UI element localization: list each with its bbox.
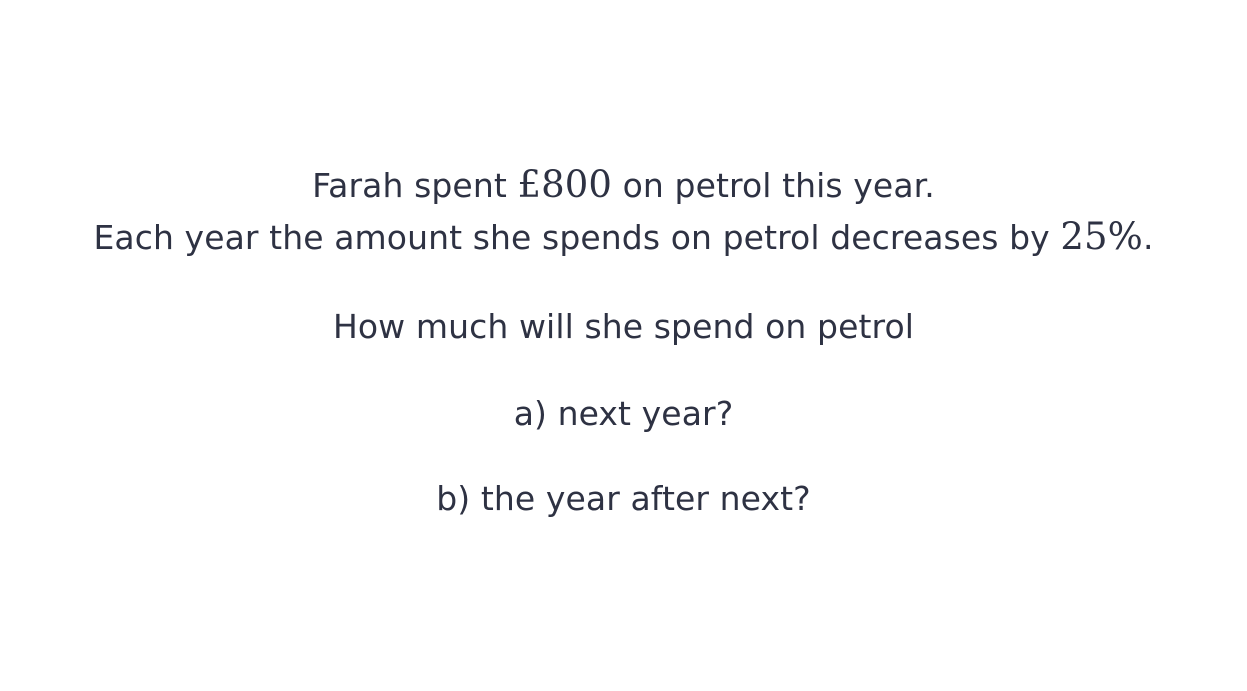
line1-text-after: on petrol this year. bbox=[612, 166, 935, 205]
amount-math: £800 bbox=[517, 163, 613, 206]
line2-text-after: . bbox=[1142, 218, 1154, 257]
percentage-math: 25% bbox=[1060, 215, 1143, 258]
question-part-b: b) the year after next? bbox=[436, 479, 811, 518]
question-prompt: How much will she spend on petrol bbox=[332, 307, 915, 346]
question-line-spent: Farah spent £800 on petrol this year. bbox=[0, 165, 1247, 206]
question-line-decrease: Each year the amount she spends on petro… bbox=[0, 217, 1247, 258]
line2-text-before: Each year the amount she spends on petro… bbox=[93, 218, 1061, 257]
question-part-a: a) next year? bbox=[513, 394, 734, 433]
line1-text-before: Farah spent bbox=[312, 166, 518, 205]
